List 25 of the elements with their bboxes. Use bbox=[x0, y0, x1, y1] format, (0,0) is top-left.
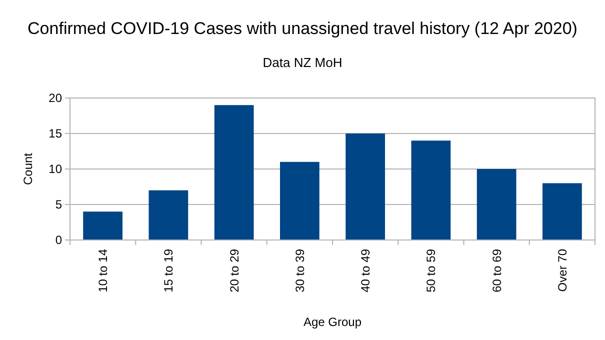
y-tick-label: 0 bbox=[55, 233, 62, 248]
bar bbox=[148, 190, 188, 240]
bar bbox=[411, 140, 451, 240]
y-tick-label: 5 bbox=[55, 198, 62, 212]
y-tick-label: 15 bbox=[48, 126, 62, 141]
x-tick-label: 15 to 19 bbox=[162, 248, 176, 292]
x-tick-label: 50 to 59 bbox=[424, 248, 438, 292]
x-tick-label: 60 to 69 bbox=[490, 248, 504, 292]
x-tick-label: 30 to 39 bbox=[292, 248, 307, 292]
bar bbox=[476, 169, 516, 240]
bar bbox=[214, 105, 254, 240]
bar bbox=[83, 212, 122, 240]
x-tick-label: 40 to 49 bbox=[358, 248, 373, 292]
x-tick-label: 20 to 29 bbox=[227, 248, 242, 292]
x-axis-title: Age Group bbox=[303, 315, 362, 329]
bar bbox=[542, 183, 582, 240]
x-tick-label: Over 70 bbox=[555, 248, 570, 292]
y-tick-label: 10 bbox=[48, 162, 62, 176]
y-tick-label: 20 bbox=[48, 91, 62, 106]
chart-subtitle: Data NZ MoH bbox=[262, 55, 342, 70]
chart-title: Confirmed COVID-19 Cases with unassigned travel history (12 Apr 2020) bbox=[28, 19, 578, 38]
y-axis-title: Count bbox=[21, 152, 35, 186]
bar bbox=[346, 134, 385, 240]
bar bbox=[280, 162, 320, 240]
x-tick-label: 10 to 14 bbox=[96, 248, 110, 292]
